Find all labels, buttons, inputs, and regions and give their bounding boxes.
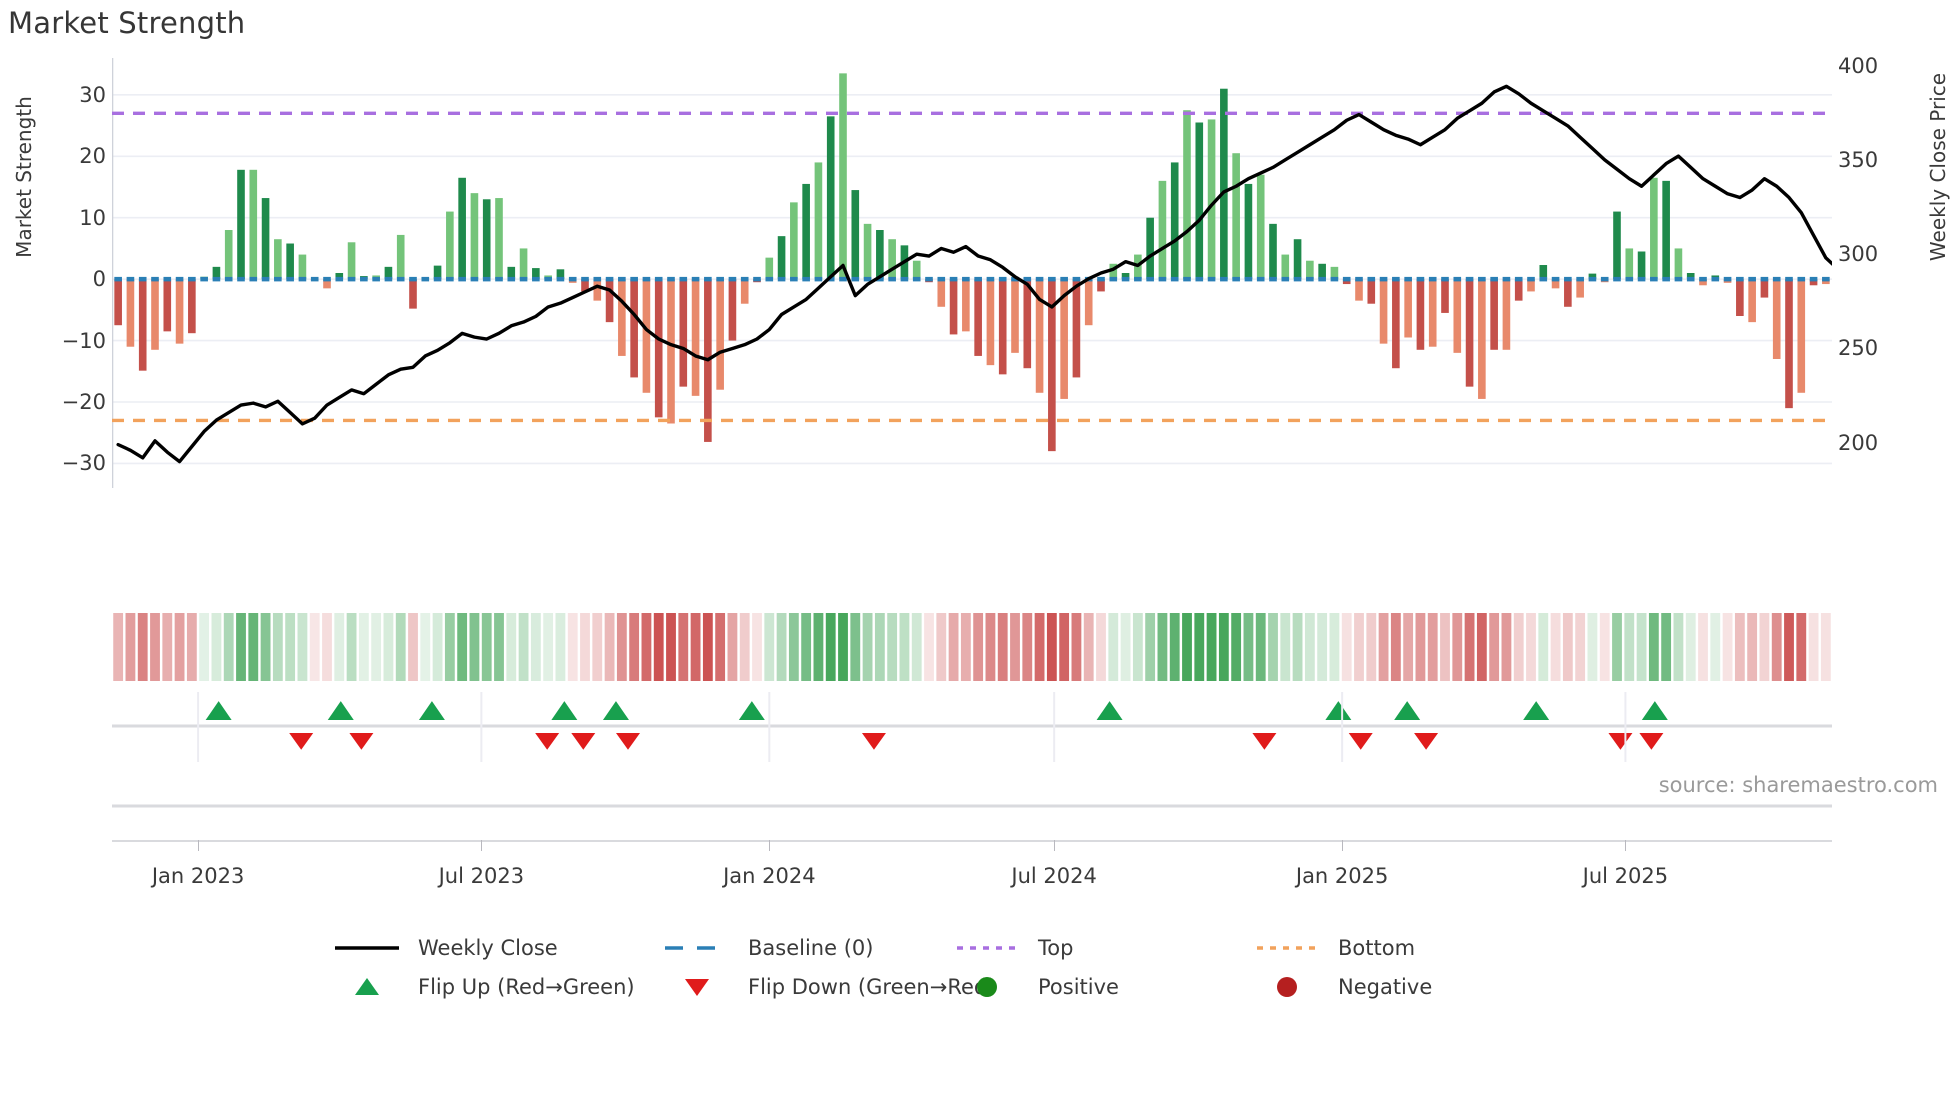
main-plot-area[interactable]: [112, 58, 1832, 488]
x-axis-tick-label: Jan 2023: [151, 864, 245, 888]
legend-item[interactable]: Baseline (0): [660, 935, 873, 961]
legend-item[interactable]: Flip Up (Red→Green): [330, 974, 635, 1000]
y-axis-right-tick: 250: [1838, 336, 1879, 361]
y-axis-left-tick: 0: [92, 267, 106, 292]
page-title: Market Strength: [8, 6, 246, 40]
x-axis-tick-label: Jan 2024: [723, 864, 816, 888]
y-axis-right-tick: 400: [1838, 53, 1879, 78]
legend-item[interactable]: Flip Down (Green→Red): [660, 974, 995, 1000]
y-axis-right: 400 350 300 250 200: [1838, 54, 1956, 488]
x-axis-tick-mark: [1054, 840, 1056, 851]
legend-item[interactable]: Top: [950, 935, 1073, 961]
x-axis-tick-label: Jul 2024: [1011, 864, 1097, 888]
x-axis-tick-label: Jul 2023: [438, 864, 525, 888]
y-axis-left-tick: −20: [61, 390, 106, 414]
x-axis-tick-mark: [198, 840, 200, 851]
legend-item-label: Flip Up (Red→Green): [418, 974, 635, 999]
y-axis-left-tick: 20: [79, 144, 106, 169]
triangle-down-red-icon: [660, 974, 734, 1000]
legend-item-label: Bottom: [1338, 935, 1416, 960]
legend-row: Weekly Close Baseline (0) Top Bottom: [330, 928, 1650, 967]
x-axis-tick-mark: [769, 840, 771, 851]
y-axis-right-tick: 200: [1838, 430, 1879, 455]
y-axis-left-tick: 10: [79, 205, 106, 230]
legend-item-label: Negative: [1338, 974, 1433, 999]
legend-item-label: Weekly Close: [418, 935, 558, 960]
legend-item-label: Baseline (0): [748, 935, 874, 960]
y-axis-right-tick: 300: [1838, 242, 1879, 267]
x-axis-tick-label: Jul 2025: [1582, 864, 1669, 888]
legend: Weekly Close Baseline (0) Top Bottom Flip Up…: [330, 928, 1650, 1006]
strength-heat-strip[interactable]: [112, 613, 1832, 681]
dotted-line-orange-icon: [1250, 935, 1324, 961]
legend-item[interactable]: Weekly Close: [330, 935, 558, 961]
x-axis-tick-mark: [1342, 840, 1344, 851]
y-axis-left-tick: −10: [61, 328, 106, 353]
solid-line-black-icon: [330, 935, 404, 961]
legend-item[interactable]: Negative: [1250, 974, 1432, 1000]
triangle-up-green-icon: [330, 974, 404, 1000]
x-axis-tick-mark: [1625, 840, 1627, 851]
dotted-line-purple-icon: [950, 935, 1024, 961]
circle-green-icon: [950, 974, 1024, 1000]
legend-item-label: Flip Down (Green→Red): [748, 974, 996, 999]
footer-panel: [112, 770, 1832, 842]
legend-item[interactable]: Bottom: [1250, 935, 1415, 961]
dashed-line-blue-icon: [660, 935, 734, 961]
y-axis-left-tick: −30: [61, 451, 106, 476]
y-axis-right-tick: 350: [1838, 147, 1879, 172]
flip-markers-panel[interactable]: [112, 688, 1832, 766]
legend-row: Flip Up (Red→Green) Flip Down (Green→Red)…: [330, 967, 1650, 1006]
circle-red-icon: [1250, 974, 1324, 1000]
source-note: source: sharemaestro.com: [1658, 773, 1938, 797]
x-axis-tick-mark: [481, 840, 483, 851]
x-axis-spine: [112, 840, 1832, 842]
y-axis-left: 30 20 10 0 −10 −20 −30: [0, 58, 106, 488]
legend-item[interactable]: Positive: [950, 974, 1119, 1000]
x-axis-tick-label: Jan 2025: [1295, 864, 1389, 888]
y-axis-left-tick: 30: [79, 82, 106, 107]
legend-item-label: Top: [1038, 935, 1074, 960]
x-axis: Jan 2023 Jul 2023 Jan 2024 Jul 2024 Jan 2025…: [112, 840, 1832, 902]
legend-item-label: Positive: [1038, 974, 1119, 999]
